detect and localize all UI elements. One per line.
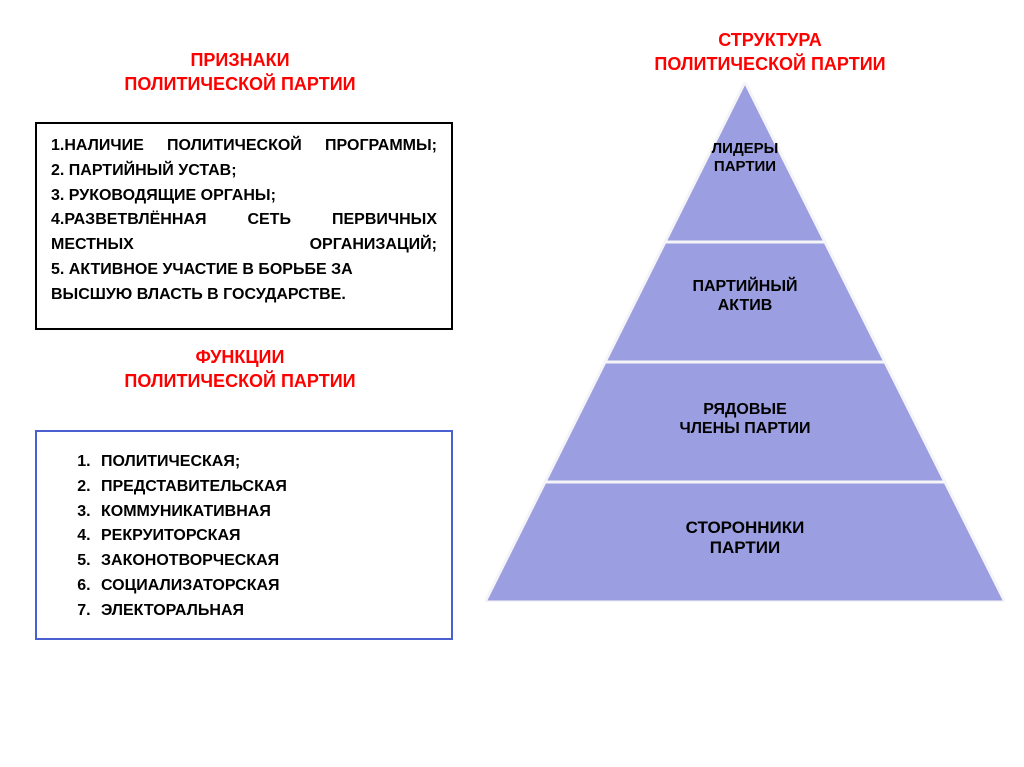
functions-list: ПОЛИТИЧЕСКАЯ;ПРЕДСТАВИТЕЛЬСКАЯКОММУНИКАТ… xyxy=(51,450,437,624)
title-signs-line1: ПРИЗНАКИ xyxy=(190,50,289,70)
title-functions: ФУНКЦИИ ПОЛИТИЧЕСКОЙ ПАРТИИ xyxy=(70,345,410,394)
title-structure: СТРУКТУРА ПОЛИТИЧЕСКОЙ ПАРТИИ xyxy=(560,28,980,77)
signs-item: 3. РУКОВОДЯЩИЕ ОРГАНЫ; xyxy=(51,184,437,209)
title-functions-line1: ФУНКЦИИ xyxy=(196,347,285,367)
title-structure-line2: ПОЛИТИЧЕСКОЙ ПАРТИИ xyxy=(654,54,885,74)
functions-item: ПОЛИТИЧЕСКАЯ; xyxy=(95,450,437,475)
title-signs-line2: ПОЛИТИЧЕСКОЙ ПАРТИИ xyxy=(124,74,355,94)
signs-item: 1.НАЛИЧИЕ ПОЛИТИЧЕСКОЙ ПРОГРАММЫ; xyxy=(51,134,437,159)
functions-item: РЕКРУИТОРСКАЯ xyxy=(95,524,437,549)
functions-item: СОЦИАЛИЗАТОРСКАЯ xyxy=(95,574,437,599)
functions-item: ЗАКОНОТВОРЧЕСКАЯ xyxy=(95,549,437,574)
functions-box: ПОЛИТИЧЕСКАЯ;ПРЕДСТАВИТЕЛЬСКАЯКОММУНИКАТ… xyxy=(35,430,453,640)
signs-item: 2. ПАРТИЙНЫЙ УСТАВ; xyxy=(51,159,437,184)
title-structure-line1: СТРУКТУРА xyxy=(718,30,822,50)
title-functions-line2: ПОЛИТИЧЕСКОЙ ПАРТИИ xyxy=(124,371,355,391)
signs-box: 1.НАЛИЧИЕ ПОЛИТИЧЕСКОЙ ПРОГРАММЫ;2. ПАРТ… xyxy=(35,122,453,330)
functions-item: ЭЛЕКТОРАЛЬНАЯ xyxy=(95,599,437,624)
functions-item: ПРЕДСТАВИТЕЛЬСКАЯ xyxy=(95,475,437,500)
pyramid: ЛИДЕРЫПАРТИИПАРТИЙНЫЙАКТИВРЯДОВЫЕЧЛЕНЫ П… xyxy=(485,82,1005,602)
signs-item: 5. АКТИВНОЕ УЧАСТИЕ В БОРЬБЕ ЗА ВЫСШУЮ В… xyxy=(51,258,437,308)
title-signs: ПРИЗНАКИ ПОЛИТИЧЕСКОЙ ПАРТИИ xyxy=(70,48,410,97)
signs-item: 4.РАЗВЕТВЛЁННАЯ СЕТЬ ПЕРВИЧНЫХ МЕСТНЫХ О… xyxy=(51,208,437,258)
functions-item: КОММУНИКАТИВНАЯ xyxy=(95,500,437,525)
